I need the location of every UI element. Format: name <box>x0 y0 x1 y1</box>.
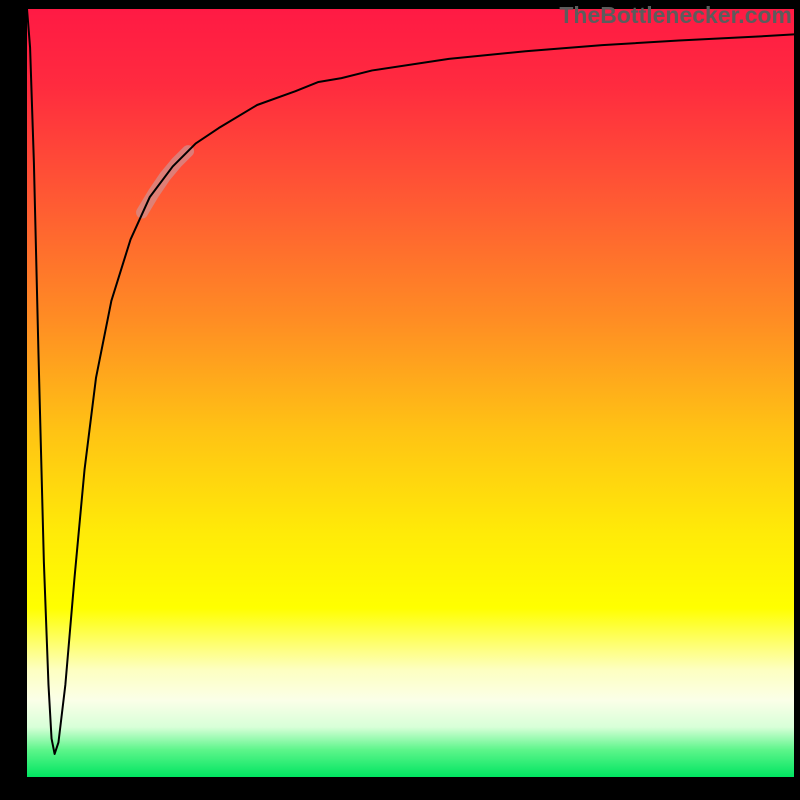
watermark-text: TheBottlenecker.com <box>559 2 792 29</box>
chart-frame: TheBottlenecker.com <box>0 0 800 800</box>
chart-svg <box>27 9 794 777</box>
plot-area <box>27 9 794 777</box>
gradient-background <box>27 9 794 777</box>
